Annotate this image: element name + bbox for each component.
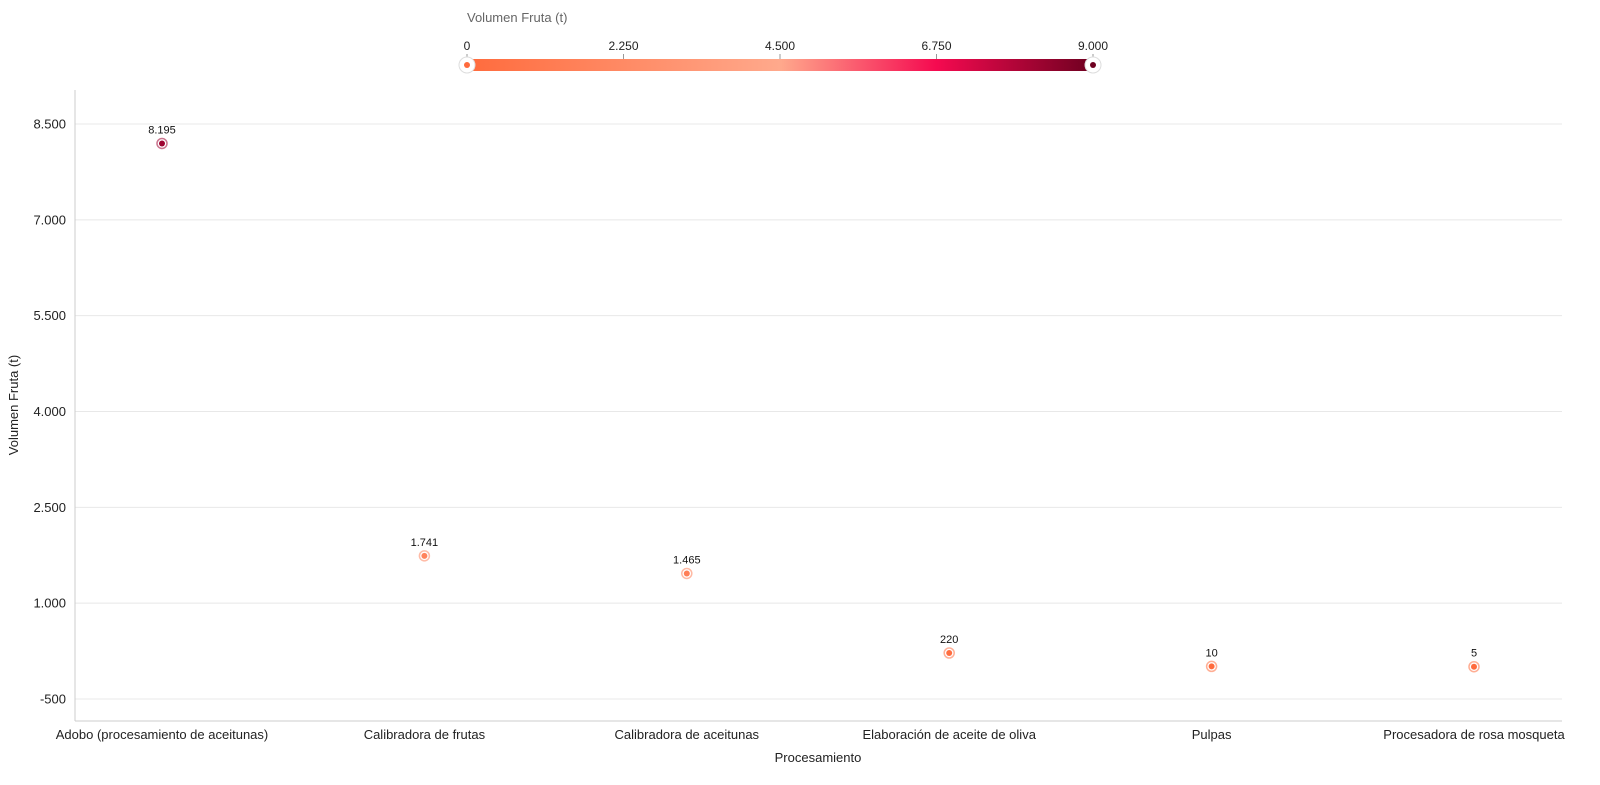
legend-tick-label: 9.000 [1078,39,1108,53]
data-label: 5 [1471,648,1477,660]
legend-tick-labels: 0 2.250 4.500 6.750 9.000 [464,39,1108,59]
data-label: 8.195 [148,124,176,136]
y-tick-label: -500 [40,692,66,707]
data-point [421,552,428,559]
y-axis-title: Volumen Fruta (t) [6,355,21,455]
x-tick-label: Adobo (procesamiento de aceitunas) [56,727,268,742]
legend-tick-label: 4.500 [765,39,795,53]
data-point [159,140,165,147]
y-tick-label: 1.000 [33,596,66,611]
y-tick-label: 2.500 [33,500,66,515]
y-axis-tick-labels: -500 1.000 2.500 4.000 5.500 7.000 8.500 [33,117,66,707]
legend-tick-label: 6.750 [921,39,951,53]
legend-handle-dot [464,62,470,68]
color-legend: Volumen Fruta (t) 0 2.250 4.500 6.750 9.000 [458,10,1108,74]
legend-title: Volumen Fruta (t) [467,10,567,25]
x-tick-label: Elaboración de aceite de oliva [862,727,1036,742]
legend-tick-label: 0 [464,39,471,53]
legend-gradient-bar [467,59,1093,71]
data-point [946,650,953,656]
data-point [1471,663,1477,670]
y-tick-label: 5.500 [33,308,66,323]
y-tick-label: 4.000 [33,404,66,419]
data-label: 1.465 [673,554,701,566]
x-tick-label: Procesadora de rosa mosqueta [1383,727,1565,742]
data-label: 10 [1205,647,1217,659]
legend-handle-dot [1090,62,1096,68]
x-tick-label: Calibradora de frutas [364,727,486,742]
x-tick-label: Pulpas [1192,727,1232,742]
x-axis-title: Procesamiento [775,750,862,765]
data-label: 1.741 [411,537,439,549]
data-point [1208,663,1215,670]
x-tick-label: Calibradora de aceitunas [615,727,760,742]
y-tick-label: 8.500 [33,117,66,132]
data-point [683,570,690,577]
legend-range-handles[interactable] [458,56,1102,74]
data-labels: 8.195 1.741 1.465 220 10 5 [148,124,1477,659]
x-axis-tick-labels: Adobo (procesamiento de aceitunas) Calibr… [56,727,1566,742]
data-points [156,137,1480,673]
y-tick-label: 7.000 [33,212,66,227]
legend-tick-label: 2.250 [608,39,638,53]
data-label: 220 [940,634,958,646]
grid-lines [75,123,1562,700]
